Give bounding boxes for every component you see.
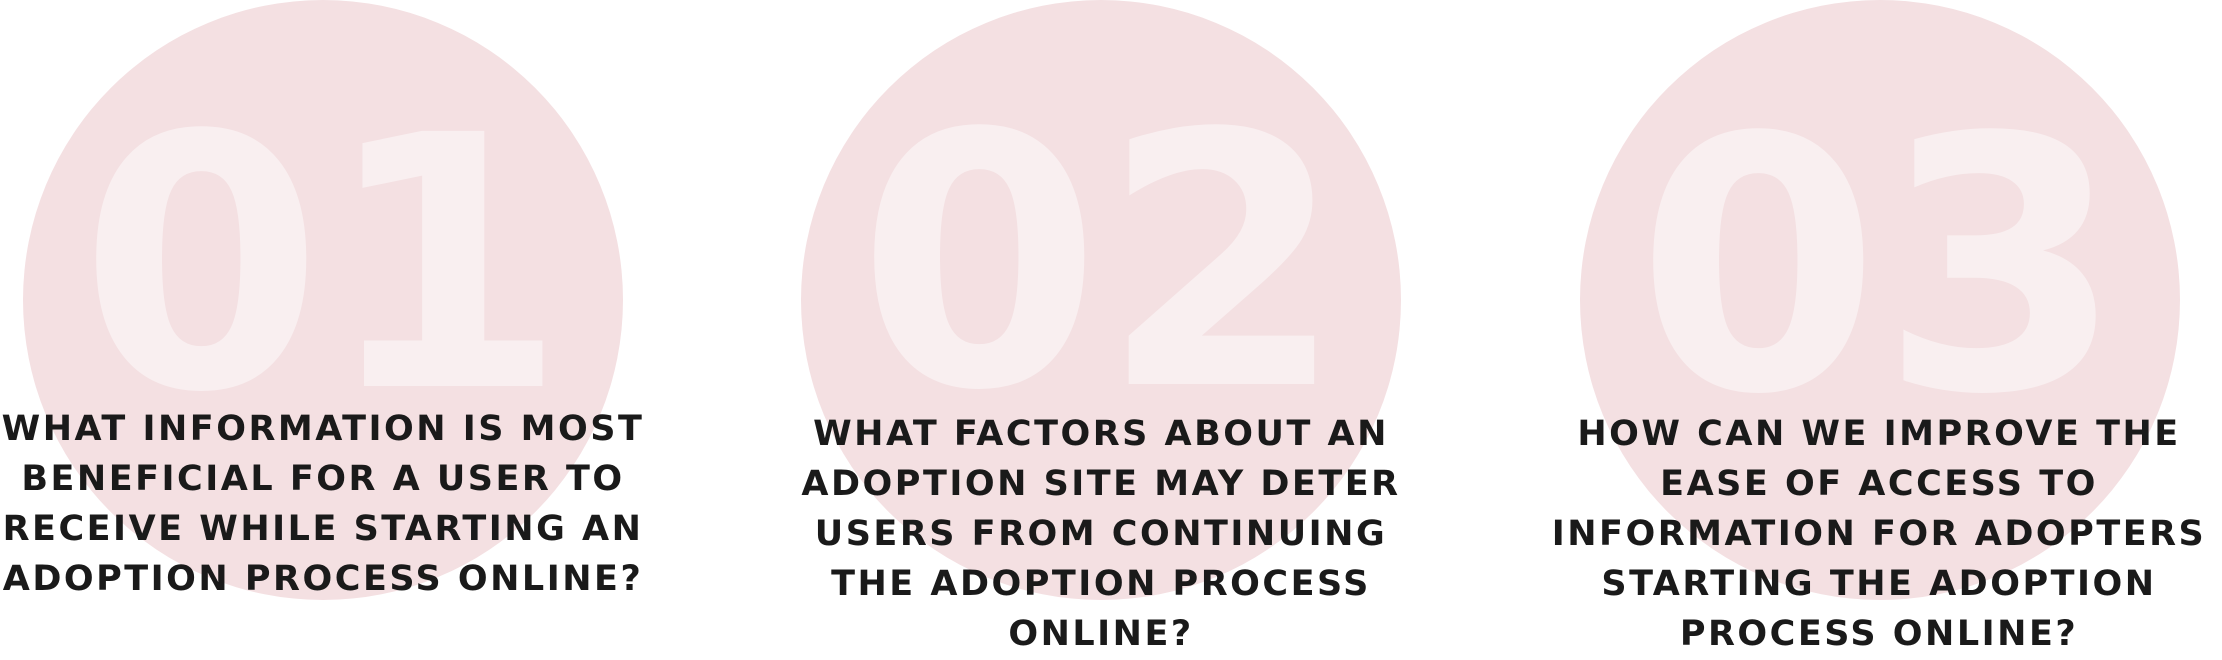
question-line: RECEIVE WHILE STARTING AN <box>2 509 644 549</box>
question-number: 02 <box>857 59 1345 467</box>
question-line: ADOPTION PROCESS ONLINE? <box>2 559 644 599</box>
circle-background: 01 <box>23 0 623 600</box>
question-line: ONLINE? <box>1008 614 1194 654</box>
question-line: PROCESS ONLINE? <box>1679 614 2079 654</box>
question-line: EASE OF ACCESS TO <box>1660 464 2098 504</box>
question-card-2: 02 WHAT FACTORS ABOUT AN ADOPTION SITE M… <box>711 0 1491 660</box>
circle-background: 03 <box>1580 0 2180 600</box>
question-text: WHAT FACTORS ABOUT AN ADOPTION SITE MAY … <box>711 409 1491 659</box>
question-number: 03 <box>1636 63 2124 471</box>
question-line: THE ADOPTION PROCESS <box>831 564 1371 604</box>
question-line: BENEFICIAL FOR A USER TO <box>21 459 625 499</box>
question-text: WHAT INFORMATION IS MOST BENEFICIAL FOR … <box>0 404 713 604</box>
question-line: ADOPTION SITE MAY DETER <box>801 464 1401 504</box>
question-text: HOW CAN WE IMPROVE THE EASE OF ACCESS TO… <box>1489 409 2222 659</box>
question-line: HOW CAN WE IMPROVE THE <box>1577 414 2181 454</box>
question-number: 01 <box>79 61 567 469</box>
question-line: STARTING THE ADOPTION <box>1601 564 2157 604</box>
question-card-3: 03 HOW CAN WE IMPROVE THE EASE OF ACCESS… <box>1489 0 2222 660</box>
circle-background: 02 <box>801 0 1401 600</box>
question-card-1: 01 WHAT INFORMATION IS MOST BENEFICIAL F… <box>0 0 713 660</box>
question-line: WHAT FACTORS ABOUT AN <box>813 414 1389 454</box>
question-line: USERS FROM CONTINUING <box>814 514 1388 554</box>
question-line: INFORMATION FOR ADOPTERS <box>1551 514 2207 554</box>
question-line: WHAT INFORMATION IS MOST <box>1 409 645 449</box>
